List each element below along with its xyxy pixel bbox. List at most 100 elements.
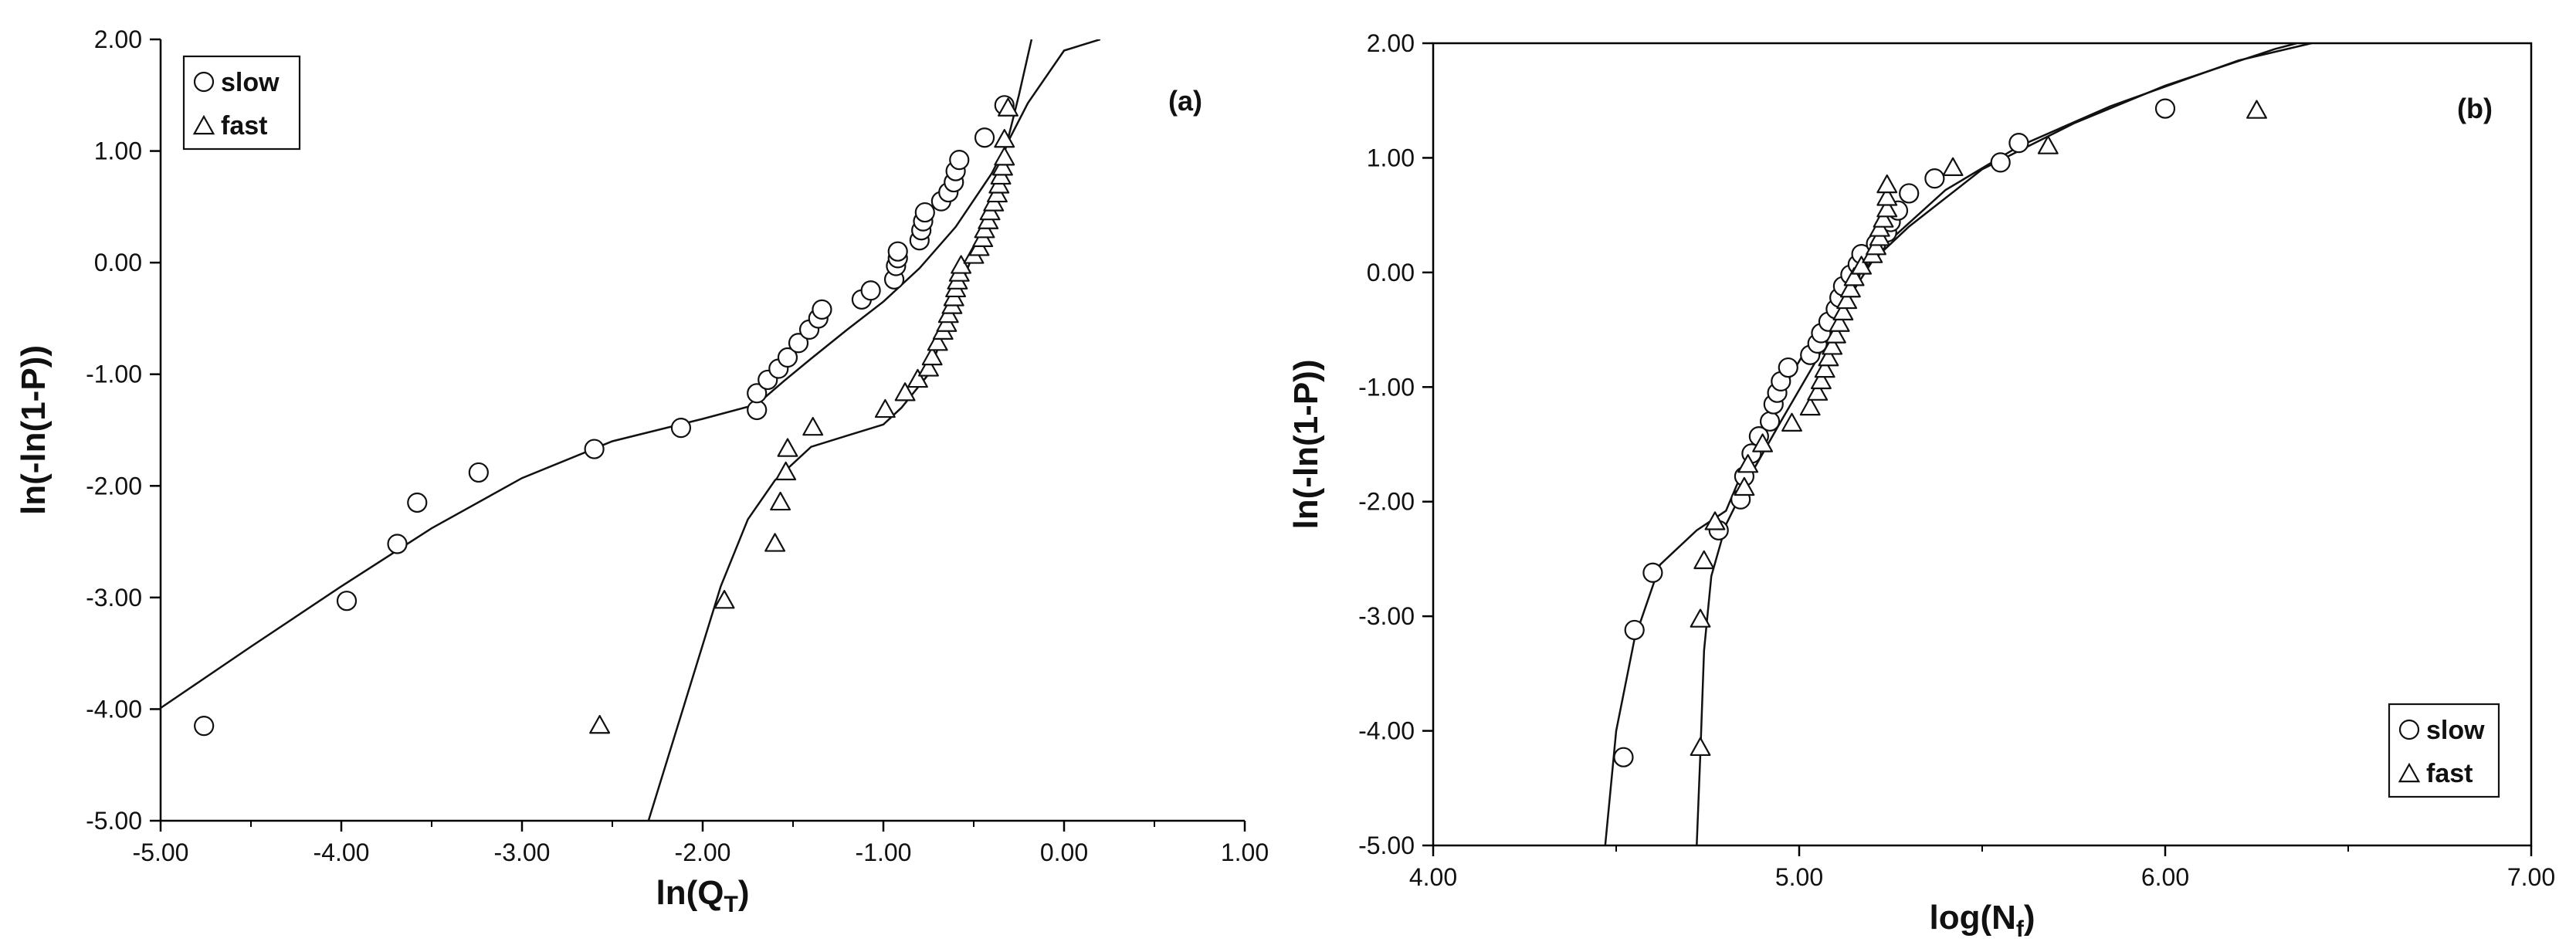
data-point-fast: [802, 417, 824, 436]
data-point-slow: [812, 299, 832, 320]
data-point-fast: [589, 715, 611, 734]
data-point-fast: [951, 255, 972, 274]
x-tick-label: 4.00: [1409, 863, 1457, 891]
y-tick-label: -4.00: [86, 695, 142, 723]
data-point-slow: [949, 150, 970, 171]
x-tick-label: -1.00: [856, 839, 912, 866]
y-tick-label: -2.00: [86, 472, 142, 500]
legend-marker-fast: [192, 114, 215, 135]
legend: slow fast: [182, 55, 301, 151]
data-point-fast: [1690, 737, 1711, 757]
data-point-fast: [921, 346, 943, 366]
data-point-fast: [994, 129, 1015, 148]
x-tick-label: -4.00: [314, 839, 370, 866]
y-tick-label: -5.00: [86, 807, 142, 835]
data-point-fast: [1836, 290, 1858, 310]
data-point-slow: [2154, 98, 2176, 119]
y-tick-label: -1.00: [1358, 373, 1415, 401]
data-point-slow: [974, 127, 995, 148]
data-point-slow: [914, 202, 935, 223]
fit-curve-fast: [647, 39, 1033, 821]
data-point-fast: [991, 157, 1013, 176]
data-point-slow: [407, 492, 428, 513]
data-point-fast: [907, 368, 928, 388]
x-tick-label: 6.00: [2141, 863, 2189, 891]
y-tick-label: -1.00: [86, 361, 142, 388]
data-point-fast: [1825, 324, 1846, 344]
y-tick-label: 0.00: [1367, 259, 1415, 286]
data-point-slow: [1613, 747, 1634, 767]
panel-a: -5.00 -4.00 -3.00 -2.00 -1.00 0.00 1.00 -5.00 -4…: [15, 25, 1269, 917]
fit-curve-slow: [161, 39, 1101, 710]
y-tick-label: -5.00: [1358, 832, 1415, 859]
data-point-fast: [1942, 157, 1964, 176]
legend-label-fast: fast: [221, 111, 267, 141]
data-point-slow: [887, 241, 908, 262]
data-point-fast: [1799, 396, 1821, 416]
legend: slow fast: [2388, 703, 2500, 798]
data-point-fast: [1807, 381, 1829, 401]
data-point-fast: [1814, 358, 1835, 378]
data-point-fast: [1737, 454, 1759, 473]
data-point-fast: [894, 382, 916, 401]
panel-label: (b): [2457, 93, 2493, 124]
data-point-fast: [1693, 550, 1715, 570]
data-point-fast: [1876, 198, 1898, 218]
data-point-fast: [927, 332, 948, 351]
data-point-fast: [770, 491, 791, 511]
data-point-fast: [713, 590, 735, 609]
data-point-fast: [1752, 433, 1774, 452]
data-point-slow: [670, 418, 692, 439]
data-point-fast: [777, 438, 798, 457]
data-point-slow: [2008, 133, 2029, 154]
data-point-slow: [1624, 619, 1645, 641]
data-point-fast: [1843, 267, 1865, 286]
x-axis-title-subscript: T: [724, 892, 738, 917]
legend-label-fast: fast: [2426, 759, 2473, 788]
data-point-fast: [1690, 608, 1711, 628]
panel-b: 4.00 5.00 6.00 7.00 -5.00 -4.00 -3.00 -2.00 -1.0…: [1287, 29, 2555, 942]
y-tick-label: -2.00: [1358, 488, 1415, 516]
x-tick-label: 0.00: [1040, 839, 1088, 866]
y-tick-label: -3.00: [1358, 602, 1415, 630]
x-axis-title-subscript: f: [2016, 916, 2025, 942]
data-point-fast: [1839, 279, 1861, 298]
y-tick-label: 2.00: [1367, 29, 1415, 57]
data-point-slow: [336, 591, 358, 612]
data-point-slow: [194, 716, 215, 737]
x-tick-label: 7.00: [2507, 863, 2555, 891]
data-point-slow: [584, 439, 605, 459]
legend-marker-fast: [2398, 762, 2421, 783]
legend-label-slow: slow: [2426, 716, 2485, 745]
data-point-fast: [764, 533, 786, 552]
y-tick-label: 1.00: [1367, 144, 1415, 171]
data-point-fast: [1829, 313, 1850, 332]
x-axis-title-main: ln(Q: [656, 874, 724, 912]
legend-marker-slow: [193, 71, 215, 93]
data-point-fast: [994, 147, 1015, 166]
panel-label: (a): [1168, 85, 1202, 117]
x-axis-title: log(Nf): [1929, 899, 2035, 942]
x-tick-label: -2.00: [675, 839, 731, 866]
data-point-fast: [1851, 256, 1873, 275]
data-point-fast: [2037, 135, 2059, 154]
data-point-slow: [860, 280, 881, 301]
data-point-fast: [1876, 174, 1898, 194]
data-point-slow: [1990, 152, 2011, 173]
legend-label-slow: slow: [221, 68, 280, 97]
data-point-fast: [1818, 347, 1839, 367]
data-point-fast: [1810, 370, 1832, 390]
plot-frame: [1432, 42, 2533, 847]
x-tick-label: -5.00: [133, 839, 189, 866]
data-point-fast: [998, 97, 1019, 117]
data-point-slow: [1924, 168, 1945, 189]
y-axis-title: ln(-ln(1-P)): [1287, 360, 1325, 530]
data-point-fast: [874, 398, 896, 418]
data-point-fast: [1734, 476, 1755, 496]
x-axis-title-main: log(N: [1929, 899, 2015, 937]
data-point-slow: [1759, 411, 1781, 432]
y-axis-title: ln(-ln(1-P)): [15, 345, 53, 515]
fit-curve-slow: [1604, 43, 2297, 845]
x-axis-title: ln(QT): [656, 874, 750, 917]
